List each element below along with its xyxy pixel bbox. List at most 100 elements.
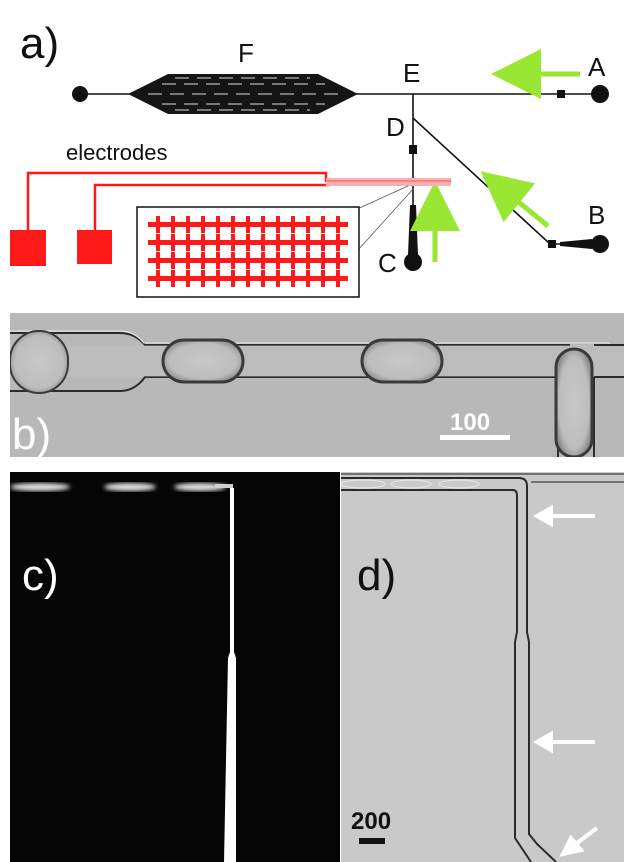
electrode-finger xyxy=(231,216,235,233)
electrode-finger xyxy=(336,216,340,233)
electrode-finger xyxy=(246,252,250,269)
channel-exit xyxy=(594,344,624,378)
label-a: A xyxy=(588,52,606,82)
arrow-1-head xyxy=(532,504,553,528)
scale-bar-d xyxy=(359,838,385,844)
bright-channel xyxy=(224,488,236,862)
scale-value-b: 100 xyxy=(450,409,490,436)
zoom-line-top xyxy=(354,185,409,211)
electrode-finger xyxy=(156,252,160,269)
electrode-finger xyxy=(276,252,280,269)
interdigitated-fingers xyxy=(148,216,348,287)
electrode-finger xyxy=(321,216,325,233)
electrode-finger xyxy=(336,270,340,287)
electrode-finger xyxy=(231,234,235,251)
panel-label-c: c) xyxy=(22,551,59,600)
electrode-finger xyxy=(261,234,265,251)
arrow-2-head xyxy=(532,730,553,754)
droplet-4 xyxy=(554,347,594,457)
electrode-finger xyxy=(201,252,205,269)
electrode-finger xyxy=(201,234,205,251)
electrode-finger xyxy=(321,234,325,251)
inlet-c-taper xyxy=(408,205,418,255)
electrode-finger xyxy=(156,270,160,287)
fluorescence-image: c) xyxy=(10,483,236,862)
valve-b-square-icon xyxy=(548,240,556,248)
electrode-finger xyxy=(291,252,295,269)
electrode-finger xyxy=(216,216,220,233)
electrode-finger xyxy=(261,216,265,233)
inlet-a-dot-icon xyxy=(591,85,609,103)
electrode-finger xyxy=(291,234,295,251)
chamber-f-posts xyxy=(148,77,340,111)
electrode-finger xyxy=(306,234,310,251)
electrode-finger xyxy=(246,270,250,287)
inlet-b-taper xyxy=(560,239,592,249)
electrode-finger xyxy=(186,234,190,251)
electrodes-label: electrodes xyxy=(66,140,168,165)
channel-wall-top xyxy=(10,332,570,346)
droplet-2 xyxy=(161,338,245,384)
top-droplets xyxy=(341,479,480,489)
label-f: F xyxy=(238,38,254,68)
electrode-region xyxy=(326,178,451,186)
electrode-finger xyxy=(336,252,340,269)
label-c: C xyxy=(378,248,397,278)
label-e: E xyxy=(403,58,420,88)
channel-wall-left xyxy=(341,477,557,862)
panel-a-schematic: a) F E D C B A xyxy=(0,0,624,300)
electrode-finger xyxy=(321,252,325,269)
electrode-finger xyxy=(186,270,190,287)
zoom-line-bottom xyxy=(357,187,415,251)
channel-wall-inner xyxy=(341,489,532,862)
panel-label-b: b) xyxy=(12,410,51,457)
panel-label-a: a) xyxy=(20,19,59,68)
electrode-finger xyxy=(171,234,175,251)
glowing-droplets xyxy=(10,483,226,491)
electrode-pad-2 xyxy=(77,230,112,264)
panel-b-micrograph: b) 100 xyxy=(10,313,624,457)
electrode-finger xyxy=(276,270,280,287)
electrode-finger xyxy=(306,216,310,233)
electrode-finger xyxy=(261,270,265,287)
flow-arrows xyxy=(410,49,580,262)
electrode-finger xyxy=(336,234,340,251)
electrode-finger xyxy=(156,234,160,251)
electrode-finger xyxy=(246,234,250,251)
channel-wall-top-highlight xyxy=(10,330,610,344)
label-d: D xyxy=(386,112,405,142)
arrow-3-head xyxy=(559,834,585,857)
droplet-image: b) 100 xyxy=(10,330,624,457)
electrode-finger xyxy=(186,216,190,233)
electrode-finger xyxy=(231,270,235,287)
panel-c-fluorescence: c) xyxy=(10,472,340,862)
electrode-finger xyxy=(216,252,220,269)
electrode-finger xyxy=(276,234,280,251)
electrode-finger xyxy=(156,216,160,233)
scale-bar-b xyxy=(440,435,510,440)
electrode-finger xyxy=(231,252,235,269)
electrode-finger xyxy=(291,270,295,287)
schematic-diagram: a) F E D C B A xyxy=(10,19,609,298)
electrode-finger xyxy=(171,270,175,287)
label-b: B xyxy=(588,200,605,230)
electrode-pad-1 xyxy=(10,230,46,266)
electrode-finger xyxy=(216,234,220,251)
outlet-dot-icon xyxy=(72,86,88,102)
flow-arrow-b-icon xyxy=(480,171,550,228)
valve-d-square-icon xyxy=(409,145,417,154)
panel-label-d: d) xyxy=(357,551,396,600)
electrode-finger xyxy=(201,216,205,233)
channel-lumen xyxy=(10,345,624,377)
valve-a-square-icon xyxy=(557,90,565,98)
electrode-finger xyxy=(186,252,190,269)
electrode-finger xyxy=(171,252,175,269)
glow-junction xyxy=(215,484,233,488)
electrode-finger xyxy=(321,270,325,287)
electrode-finger xyxy=(246,216,250,233)
droplet-3 xyxy=(360,338,444,384)
electrode-finger xyxy=(261,252,265,269)
electrode-finger xyxy=(276,216,280,233)
electrode-finger xyxy=(216,270,220,287)
electrode-finger xyxy=(291,216,295,233)
